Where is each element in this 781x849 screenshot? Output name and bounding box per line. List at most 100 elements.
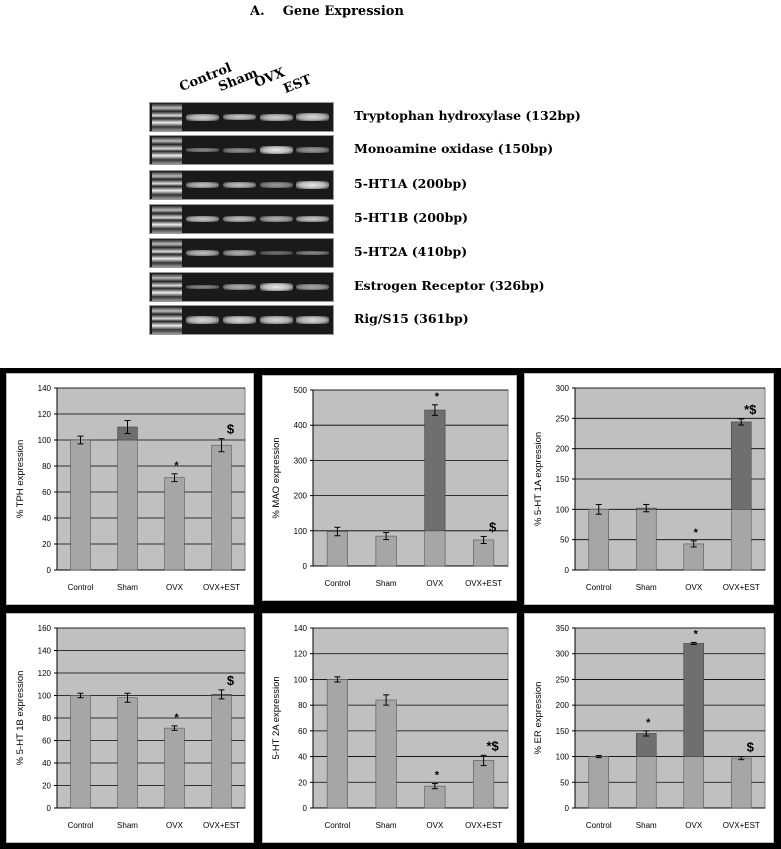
gel-figure-title: A. Gene Expression <box>250 4 404 19</box>
y-tick-label: 100 <box>38 436 52 445</box>
x-tick-label: Sham <box>117 821 138 830</box>
x-tick-label: OVX+EST <box>723 821 760 830</box>
bar <box>730 509 752 571</box>
gel-strip <box>149 272 334 302</box>
bar-increase-segment <box>730 421 752 510</box>
y-tick-label: 20 <box>298 778 307 787</box>
gel-band <box>186 249 219 257</box>
x-tick-label: Sham <box>376 821 397 830</box>
y-tick-label: 350 <box>556 624 570 633</box>
significance-marker: *$ <box>744 402 757 417</box>
gel-band <box>186 113 219 121</box>
bar <box>211 444 232 571</box>
bar <box>326 679 348 809</box>
y-tick-label: 100 <box>556 505 570 514</box>
gel-row-label: Estrogen Receptor (326bp) <box>354 278 545 293</box>
gel-band <box>260 113 293 121</box>
gel-band <box>296 113 329 121</box>
x-tick-label: Control <box>68 821 94 830</box>
x-tick-label: Control <box>324 821 350 830</box>
gel-strip <box>149 102 334 132</box>
significance-marker: * <box>435 770 440 782</box>
gel-band <box>260 316 293 324</box>
x-tick-label: OVX+EST <box>723 583 760 592</box>
gel-band <box>296 316 329 324</box>
gel-row-label: Tryptophan hydroxylase (132bp) <box>354 108 581 123</box>
gel-band <box>260 182 293 188</box>
gel-row-label: Rig/S15 (361bp) <box>354 311 469 326</box>
y-tick-label: 120 <box>294 650 308 659</box>
bar <box>588 756 610 809</box>
bar <box>635 756 657 809</box>
y-tick-label: 50 <box>560 536 569 545</box>
y-tick-label: 100 <box>294 675 308 684</box>
y-tick-label: 50 <box>560 778 569 787</box>
gel-band <box>186 215 219 223</box>
bar <box>730 757 752 809</box>
5ht2a-chart-panel: 0 20 40 60 80 100 120 140 5-HT 2A expression Cont… <box>262 613 517 843</box>
y-tick-label: 160 <box>38 624 52 633</box>
y-axis-title: % ER expression <box>533 682 544 755</box>
y-tick-label: 60 <box>298 727 307 736</box>
lane-label-ovx: OVX <box>252 65 288 91</box>
5ht1a-chart-panel: 0 50 100 150 200 250 300 % 5-HT 1A expression Co… <box>524 373 774 605</box>
bar <box>635 509 657 571</box>
ladder-lane <box>152 306 182 334</box>
y-tick-label: 300 <box>294 456 308 465</box>
y-tick-label: 150 <box>556 727 570 736</box>
bar <box>473 760 495 809</box>
gel-band <box>296 147 329 153</box>
gel-band <box>260 146 293 154</box>
gel-band <box>223 284 256 290</box>
y-tick-label: 40 <box>42 759 51 768</box>
gel-band <box>296 250 329 256</box>
gel-row-label: Monoamine oxidase (150bp) <box>354 141 554 156</box>
x-tick-label: OVX <box>426 579 444 588</box>
ladder-lane <box>152 103 182 131</box>
x-tick-label: Control <box>586 583 612 592</box>
gel-band <box>296 215 329 223</box>
bar <box>683 543 705 571</box>
x-tick-label: OVX+EST <box>465 579 502 588</box>
y-tick-label: 100 <box>294 527 308 536</box>
gel-band <box>186 284 219 290</box>
significance-marker: * <box>174 712 179 724</box>
gel-band <box>223 215 256 223</box>
y-tick-label: 250 <box>556 675 570 684</box>
x-tick-label: Control <box>68 583 94 592</box>
gel-band <box>296 284 329 290</box>
gel-band <box>186 147 219 153</box>
x-tick-label: OVX <box>166 583 184 592</box>
x-tick-label: Sham <box>636 821 657 830</box>
y-tick-label: 140 <box>294 624 308 633</box>
bar-increase-segment <box>635 733 657 757</box>
y-axis-title: % 5-HT 1B expression <box>15 671 26 766</box>
y-tick-label: 80 <box>298 701 307 710</box>
significance-marker: $ <box>227 673 235 688</box>
y-tick-label: 20 <box>42 540 51 549</box>
gel-band <box>223 250 256 256</box>
x-tick-label: OVX+EST <box>465 821 502 830</box>
gel-row-label: 5-HT2A (410bp) <box>354 244 468 259</box>
y-tick-label: 0 <box>303 562 308 571</box>
gel-strip <box>149 204 334 234</box>
y-axis-title: % TPH expression <box>15 440 26 519</box>
y-tick-label: 250 <box>556 414 570 423</box>
x-tick-label: Control <box>586 821 612 830</box>
lane-label-est: EST <box>281 72 314 97</box>
bar <box>424 785 446 809</box>
ladder-lane <box>152 136 182 164</box>
y-tick-label: 300 <box>556 650 570 659</box>
y-tick-label: 80 <box>42 714 51 723</box>
y-tick-label: 140 <box>38 384 52 393</box>
x-tick-label: OVX+EST <box>203 821 240 830</box>
bar <box>70 439 91 571</box>
y-axis-title: % 5-HT 1A expression <box>533 432 544 526</box>
bar-chart-svg: 0 100 200 300 400 500 % MAO expression Control S… <box>271 386 509 588</box>
gel-row-label: 5-HT1A (200bp) <box>354 176 468 191</box>
bar-increase-segment <box>683 643 705 757</box>
tph-chart-panel: 0 20 40 60 80 100 120 140 % TPH expression Contro… <box>6 373 254 605</box>
bar-chart-svg: 0 20 40 60 80 100 120 140 5-HT 2A expression Cont… <box>271 624 509 830</box>
bar <box>164 727 185 809</box>
bar-chart-svg: 0 20 40 60 80 100 120 140 160 % 5-HT 1B expressio… <box>15 624 246 830</box>
